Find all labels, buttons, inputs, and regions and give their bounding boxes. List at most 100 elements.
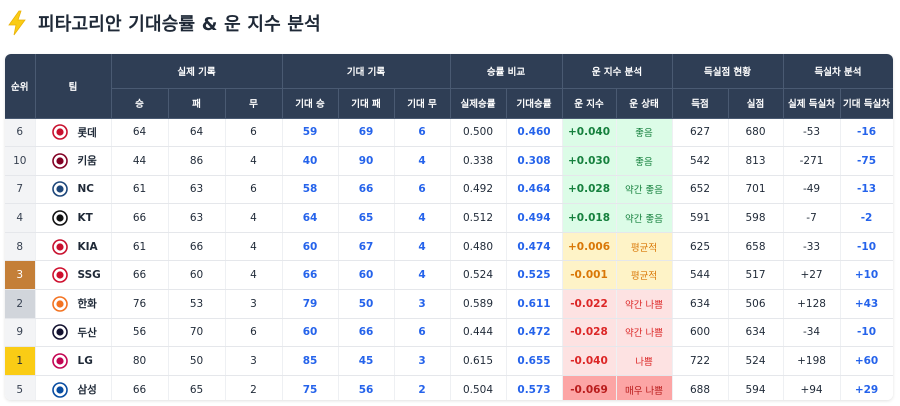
act-cell: 0.338 (450, 146, 507, 176)
ediff-cell: -13 (840, 175, 893, 205)
rs-cell: 625 (672, 232, 729, 262)
table-row[interactable]: 9 두산 56 70 6 60 66 6 0.444 0.472 -0.028 약간 나쁨 600 634… (5, 318, 893, 348)
ed-cell: 3 (394, 346, 451, 376)
l-cell: 53 (168, 289, 226, 319)
ed-cell: 6 (394, 318, 451, 348)
state-cell: 약간 나쁨 (616, 318, 673, 348)
header-col: 기대 무 (394, 88, 451, 119)
act-cell: 0.504 (450, 375, 507, 400)
team-logo-icon (51, 181, 68, 198)
exp-cell: 0.308 (506, 146, 563, 176)
ra-cell: 701 (728, 175, 784, 205)
l-cell: 65 (168, 375, 226, 400)
el-cell: 50 (338, 289, 395, 319)
act-cell: 0.500 (450, 118, 507, 148)
w-cell: 66 (111, 260, 169, 291)
table-row[interactable]: 3 SSG 66 60 4 66 60 4 0.524 0.525 -0.001 평균적 544 517 +… (5, 260, 893, 291)
table-row[interactable]: 8 KIA 61 66 4 60 67 4 0.480 0.474 +0.006 평균적 625 658-… (5, 232, 893, 262)
rank-cell: 3 (5, 260, 36, 291)
ediff-cell: -10 (840, 318, 893, 348)
ew-cell: 85 (282, 346, 339, 376)
exp-cell: 0.525 (506, 260, 563, 291)
team-logo-icon (51, 353, 68, 369)
ediff-cell: -10 (840, 232, 893, 262)
team-name: LG (77, 355, 93, 368)
team-cell: KIA (35, 232, 112, 262)
state-cell: 약간 나쁨 (616, 289, 673, 319)
act-cell: 0.480 (450, 232, 507, 262)
team-name: 롯데 (77, 126, 97, 139)
el-cell: 60 (338, 260, 395, 291)
luck-cell: +0.030 (562, 146, 617, 176)
team-logo-icon (51, 153, 68, 169)
ediff-cell: +60 (840, 346, 893, 376)
l-cell: 86 (168, 146, 226, 176)
luck-cell: -0.069 (562, 375, 617, 400)
luck-cell: -0.022 (562, 289, 617, 319)
header-col: 패 (168, 88, 226, 119)
ediff-cell: +43 (840, 289, 893, 319)
ediff-cell: -75 (840, 146, 893, 176)
d-cell: 4 (225, 203, 283, 233)
analysis-table-card: 순위 팀 실제 기록 기대 기록 승률 비교 운 지수 분석 득실점 현황 득실… (5, 54, 893, 400)
ew-cell: 58 (282, 175, 339, 205)
diff-cell: -34 (783, 318, 841, 348)
rs-cell: 544 (672, 260, 729, 291)
ew-cell: 60 (282, 232, 339, 262)
el-cell: 66 (338, 175, 395, 205)
act-cell: 0.512 (450, 203, 507, 233)
rank-cell: 9 (5, 318, 36, 348)
table-row[interactable]: 1 LG 80 50 3 85 45 3 0.615 0.655 -0.040 나쁨 722 524 +19… (5, 346, 893, 376)
el-cell: 90 (338, 146, 395, 176)
ed-cell: 4 (394, 203, 451, 233)
team-name: KT (77, 212, 93, 225)
exp-cell: 0.472 (506, 318, 563, 348)
header-group-runs: 득실점 현황 (672, 54, 784, 89)
d-cell: 4 (225, 146, 283, 176)
l-cell: 63 (168, 175, 226, 205)
w-cell: 44 (111, 146, 169, 176)
table-row[interactable]: 7 NC 61 63 6 58 66 6 0.492 0.464 +0.028 약간 좋음 652 701… (5, 175, 893, 205)
luck-cell: +0.006 (562, 232, 617, 262)
ra-cell: 517 (728, 260, 784, 291)
exp-cell: 0.474 (506, 232, 563, 262)
ew-cell: 66 (282, 260, 339, 291)
table-row[interactable]: 4 KT 66 63 4 64 65 4 0.512 0.494 +0.018 약간 좋음 591 598… (5, 203, 893, 233)
header-rank: 순위 (5, 54, 36, 119)
table-row[interactable]: 2 한화 76 53 3 79 50 3 0.589 0.611 -0.022 약간 나쁨 634 506… (5, 289, 893, 319)
el-cell: 56 (338, 375, 395, 400)
rs-cell: 591 (672, 203, 729, 233)
state-cell: 약간 좋음 (616, 175, 673, 205)
team-name: 삼성 (77, 384, 97, 397)
ra-cell: 634 (728, 318, 784, 348)
team-cell: SSG (35, 260, 112, 291)
diff-cell: -271 (783, 146, 841, 176)
rank-cell: 10 (5, 146, 36, 176)
w-cell: 61 (111, 232, 169, 262)
diff-cell: -53 (783, 118, 841, 148)
team-cell: KT (35, 203, 112, 233)
team-logo-icon (51, 296, 68, 312)
ra-cell: 594 (728, 375, 784, 400)
header-col: 실점 (728, 88, 784, 119)
rs-cell: 722 (672, 346, 729, 376)
ew-cell: 60 (282, 318, 339, 348)
team-logo-icon (51, 324, 68, 341)
table-row[interactable]: 6 롯데 64 64 6 59 69 6 0.500 0.460 +0.040 좋음 627 680 -53… (5, 118, 893, 148)
rs-cell: 600 (672, 318, 729, 348)
d-cell: 3 (225, 289, 283, 319)
header-col: 기대 득실차 (840, 88, 893, 119)
ra-cell: 658 (728, 232, 784, 262)
exp-cell: 0.611 (506, 289, 563, 319)
table-row[interactable]: 5 삼성 66 65 2 75 56 2 0.504 0.573 -0.069 매우 나쁨 688 594… (5, 375, 893, 400)
team-name: KIA (77, 240, 98, 253)
team-name: 한화 (77, 298, 97, 311)
ed-cell: 4 (394, 232, 451, 262)
d-cell: 6 (225, 318, 283, 348)
ed-cell: 4 (394, 146, 451, 176)
luck-cell: +0.018 (562, 203, 617, 233)
header-group-expected: 기대 기록 (282, 54, 451, 89)
l-cell: 50 (168, 346, 226, 376)
table-row[interactable]: 10 키움 44 86 4 40 90 4 0.338 0.308 +0.030 좋음 542 813 -2… (5, 146, 893, 176)
state-cell: 좋음 (616, 118, 673, 148)
